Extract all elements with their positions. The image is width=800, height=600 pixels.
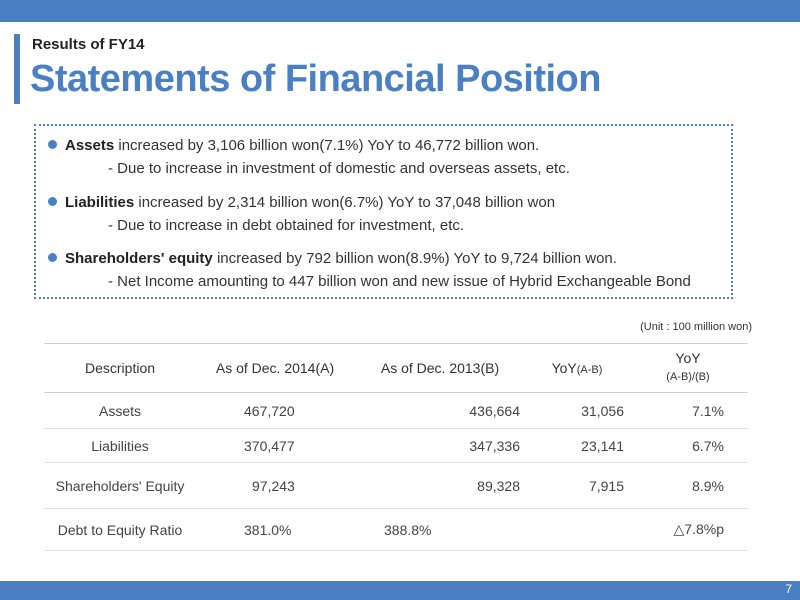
bullet-dot-icon [48, 197, 57, 206]
summary-bullet-title: Shareholders' equity [65, 250, 213, 267]
cell-yoy-pct: 6.7% [628, 428, 748, 463]
summary-bullet-text: increased by 792 billion won(8.9%) YoY t… [212, 250, 617, 267]
yoy-header-formula: (A-B) [576, 364, 603, 376]
summary-bullet-title: Assets [65, 137, 115, 154]
summary-box: Assets increased by 3,106 billion won(7.… [34, 124, 733, 299]
summary-bullet-text: increased by 2,314 billion won(6.7%) YoY… [134, 194, 556, 211]
bullet-dot-icon [48, 140, 57, 149]
page-number: 7 [785, 582, 792, 596]
summary-bullet-equity: Shareholders' equity increased by 792 bi… [48, 250, 617, 267]
table-row: Shareholders' Equity 97,243 89,328 7,915… [44, 462, 748, 509]
cell-dec-2014: 370,477 [196, 428, 354, 463]
summary-detail-equity: - Net Income amounting to 447 billion wo… [108, 273, 691, 290]
row-label: Assets [44, 392, 196, 429]
summary-bullet-text: increased by 3,106 billion won(7.1%) YoY… [114, 137, 540, 154]
cell-dec-2014: 467,720 [196, 392, 354, 429]
row-label: Debt to Equity Ratio [44, 508, 196, 551]
summary-bullet-title: Liabilities [65, 194, 135, 211]
top-banner [0, 0, 800, 22]
cell-yoy-diff [526, 508, 628, 551]
cell-yoy-diff: 23,141 [526, 428, 628, 463]
yoy-pct-header-formula: (A-B)/(B) [666, 371, 710, 383]
summary-detail-assets: - Due to increase in investment of domes… [108, 160, 570, 177]
section-subtitle: Results of FY14 [32, 36, 145, 53]
cell-yoy-diff: 7,915 [526, 462, 628, 509]
column-header-dec-2014: As of Dec. 2014(A) [196, 343, 354, 393]
cell-dec-2014: 381.0% [196, 508, 354, 551]
cell-dec-2013: 436,664 [354, 392, 526, 429]
bullet-dot-icon [48, 253, 57, 262]
column-header-description: Description [44, 343, 196, 393]
unit-label: (Unit : 100 million won) [640, 321, 752, 333]
row-label: Liabilities [44, 428, 196, 463]
cell-yoy-pct: △7.8%p [628, 508, 748, 551]
financial-position-table: Description As of Dec. 2014(A) As of Dec… [44, 343, 748, 551]
bottom-banner: 7 [0, 581, 800, 600]
table-row: Assets 467,720 436,664 31,056 7.1% [44, 392, 748, 429]
yoy-pct-header-label: YoY [675, 350, 701, 366]
row-label: Shareholders' Equity [44, 462, 196, 509]
summary-detail-liabilities: - Due to increase in debt obtained for i… [108, 217, 465, 234]
title-accent-bar [14, 34, 20, 104]
table-row: Liabilities 370,477 347,336 23,141 6.7% [44, 428, 748, 463]
cell-yoy-pct: 7.1% [628, 392, 748, 429]
cell-dec-2013: 347,336 [354, 428, 526, 463]
column-header-yoy-pct: YoY (A-B)/(B) [628, 343, 748, 393]
cell-yoy-diff: 31,056 [526, 392, 628, 429]
table-row: Debt to Equity Ratio 381.0% 388.8% △7.8%… [44, 508, 748, 551]
yoy-header-label: YoY [551, 360, 577, 376]
cell-dec-2014: 97,243 [196, 462, 354, 509]
column-header-dec-2013: As of Dec. 2013(B) [354, 343, 526, 393]
cell-yoy-pct: 8.9% [628, 462, 748, 509]
summary-bullet-liabilities: Liabilities increased by 2,314 billion w… [48, 194, 555, 211]
cell-dec-2013: 388.8% [354, 508, 526, 551]
cell-dec-2013: 89,328 [354, 462, 526, 509]
page-title: Statements of Financial Position [30, 58, 601, 100]
table-header-row: Description As of Dec. 2014(A) As of Dec… [44, 343, 748, 393]
column-header-yoy-diff: YoY(A-B) [526, 343, 628, 393]
summary-bullet-assets: Assets increased by 3,106 billion won(7.… [48, 137, 539, 154]
